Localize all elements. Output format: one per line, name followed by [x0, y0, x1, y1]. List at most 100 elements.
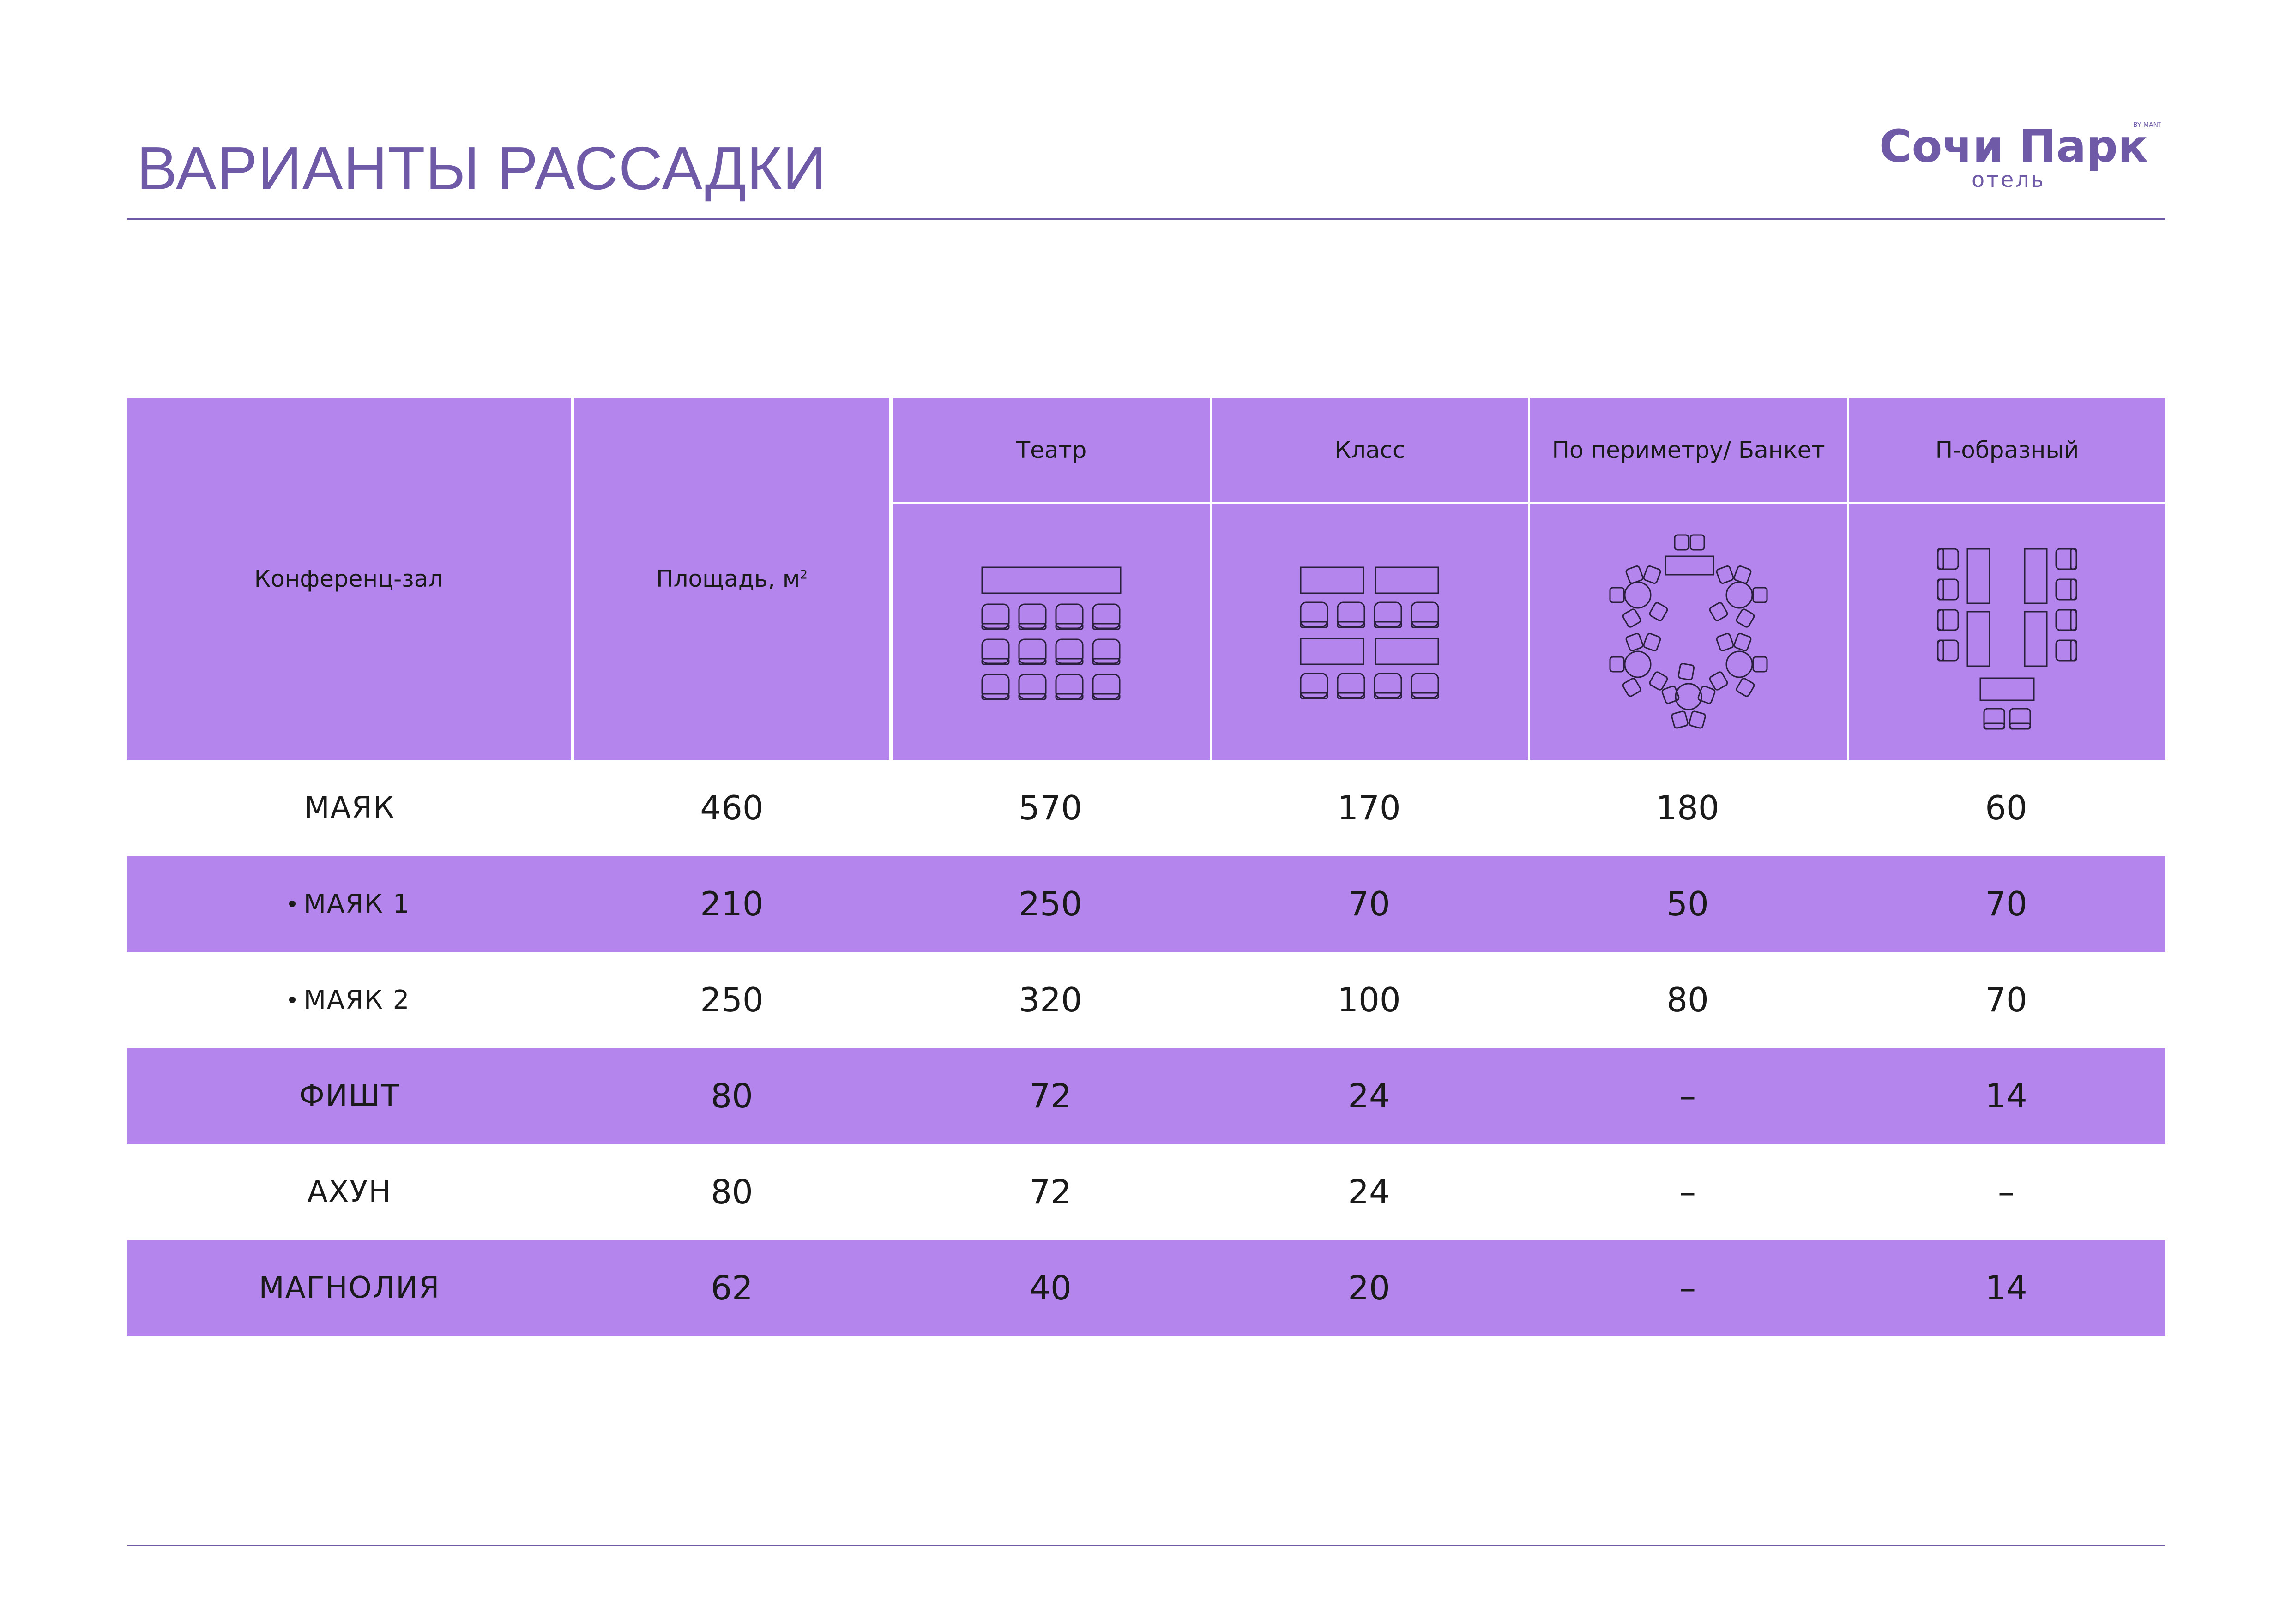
footer-divider [127, 1545, 2165, 1546]
perimeter-cell-value: – [1679, 1173, 1696, 1211]
perimeter-cell-value: – [1679, 1077, 1696, 1115]
class-cell-value: 170 [1337, 788, 1401, 827]
area-cell: 80 [573, 1048, 891, 1144]
theatre-cell-value: 250 [1019, 884, 1082, 923]
theatre-cell: 40 [891, 1240, 1210, 1336]
logo-tagline: BY MANTERA [2133, 121, 2161, 129]
theatre-icon-cell [893, 504, 1210, 760]
perimeter-cell-value: 80 [1666, 980, 1709, 1019]
hall-name-cell-value: МАЯК 2 [303, 985, 410, 1015]
area-cell-value: 62 [711, 1269, 753, 1307]
header-theatre-label: Театр [1016, 437, 1087, 463]
u-shape-cell: 14 [1847, 1048, 2165, 1144]
u-shape-cell: 70 [1847, 952, 2165, 1048]
table-row: МАЯК 2 250 320 100 80 70 [127, 952, 2165, 1048]
header-theatre: Театр [893, 398, 1210, 502]
header-area: Площадь, м2 [574, 398, 889, 760]
class-cell: 170 [1210, 760, 1528, 856]
area-cell-value: 250 [700, 980, 764, 1019]
header-class-label: Класс [1334, 437, 1405, 463]
theatre-cell-value: 40 [1029, 1269, 1072, 1307]
theatre-cell-value: 320 [1019, 980, 1082, 1019]
class-cell-value: 20 [1348, 1269, 1390, 1307]
header-u-shape-label: П-образный [1935, 437, 2079, 463]
table-row: МАГНОЛИЯ 62 40 20 – 14 [127, 1240, 2165, 1336]
theatre-cell: 570 [891, 760, 1210, 856]
u-shape-cell-value: 60 [1985, 788, 2027, 827]
header-hall-label: Конференц-зал [254, 565, 443, 592]
table-row: ФИШТ 80 72 24 – 14 [127, 1048, 2165, 1144]
hall-name-cell: АХУН [127, 1144, 573, 1240]
area-cell: 62 [573, 1240, 891, 1336]
theatre-layout-icon [981, 566, 1122, 700]
header-class: Класс [1212, 398, 1528, 502]
header-perimeter: По периметру/ Банкет [1530, 398, 1847, 502]
header-perimeter-label: По периметру/ Банкет [1552, 437, 1825, 463]
u-shape-cell-value: 14 [1985, 1077, 2027, 1115]
perimeter-cell: 50 [1528, 856, 1847, 952]
sochi-park-logo: Сочи Парк BY MANTERA отель [1879, 120, 2161, 192]
perimeter-cell-value: 50 [1666, 884, 1709, 923]
hall-name-cell-value: МАГНОЛИЯ [259, 1271, 440, 1305]
table-row: МАЯК 460 570 170 180 60 [127, 760, 2165, 856]
header-u-shape: П-образный [1849, 398, 2165, 502]
perimeter-cell: 80 [1528, 952, 1847, 1048]
theatre-cell: 320 [891, 952, 1210, 1048]
u-shape-cell: 60 [1847, 760, 2165, 856]
table-header: Конференц-зал Площадь, м2 Театр Класс По… [127, 398, 2165, 760]
table-body: МАЯК 460 570 170 180 60 МАЯК 1 210 250 70 50 70 МАЯК… [127, 760, 2165, 1336]
bullet-icon [289, 901, 296, 907]
perimeter-cell: 180 [1528, 760, 1847, 856]
class-cell-value: 24 [1348, 1077, 1390, 1115]
u-shape-icon-cell [1849, 504, 2165, 760]
class-cell-value: 100 [1337, 980, 1401, 1019]
u-shape-cell-value: – [1998, 1173, 2015, 1211]
theatre-cell-value: 72 [1029, 1173, 1072, 1211]
area-cell-value: 80 [711, 1173, 753, 1211]
theatre-cell: 72 [891, 1144, 1210, 1240]
class-cell: 100 [1210, 952, 1528, 1048]
logo-name: Сочи Парк [1879, 120, 2148, 172]
hall-name-cell-value: МАЯК [304, 791, 395, 825]
u-shape-cell-value: 70 [1985, 884, 2027, 923]
hall-name-cell: МАЯК 2 [127, 952, 573, 1048]
hall-name-cell-value: МАЯК 1 [303, 889, 410, 919]
hall-name-cell: ФИШТ [127, 1048, 573, 1144]
theatre-cell-value: 570 [1019, 788, 1082, 827]
u-shape-cell: – [1847, 1144, 2165, 1240]
area-cell: 460 [573, 760, 891, 856]
hall-name-cell: МАЯК 1 [127, 856, 573, 952]
header-hall: Конференц-зал [127, 398, 571, 760]
class-cell: 24 [1210, 1048, 1528, 1144]
class-cell-value: 24 [1348, 1173, 1390, 1211]
theatre-cell-value: 72 [1029, 1077, 1072, 1115]
area-cell: 250 [573, 952, 891, 1048]
area-cell-value: 210 [700, 884, 764, 923]
area-cell: 210 [573, 856, 891, 952]
class-cell: 24 [1210, 1144, 1528, 1240]
class-cell: 20 [1210, 1240, 1528, 1336]
area-cell-value: 80 [711, 1077, 753, 1115]
hall-name-cell: МАГНОЛИЯ [127, 1240, 573, 1336]
logo-subtitle: отель [1972, 167, 2045, 192]
page-title: ВАРИАНТЫ РАССАДКИ [137, 134, 827, 202]
header-divider [127, 218, 2165, 220]
u-shape-cell: 70 [1847, 856, 2165, 952]
perimeter-cell: – [1528, 1144, 1847, 1240]
class-icon-cell [1212, 504, 1528, 760]
bullet-icon [289, 997, 296, 1003]
header-area-label: Площадь, м2 [656, 565, 808, 592]
banquet-icon-cell [1530, 504, 1847, 760]
seating-table: Конференц-зал Площадь, м2 Театр Класс По… [127, 398, 2165, 1336]
hall-name-cell: МАЯК [127, 760, 573, 856]
hall-name-cell-value: АХУН [307, 1175, 392, 1209]
theatre-cell: 250 [891, 856, 1210, 952]
perimeter-cell-value: 180 [1656, 788, 1719, 827]
u-shape-cell-value: 14 [1985, 1269, 2027, 1307]
perimeter-cell-value: – [1679, 1269, 1696, 1307]
class-layout-icon [1300, 566, 1439, 699]
perimeter-cell: – [1528, 1240, 1847, 1336]
hall-name-cell-value: ФИШТ [299, 1079, 400, 1113]
area-cell: 80 [573, 1144, 891, 1240]
class-cell: 70 [1210, 856, 1528, 952]
